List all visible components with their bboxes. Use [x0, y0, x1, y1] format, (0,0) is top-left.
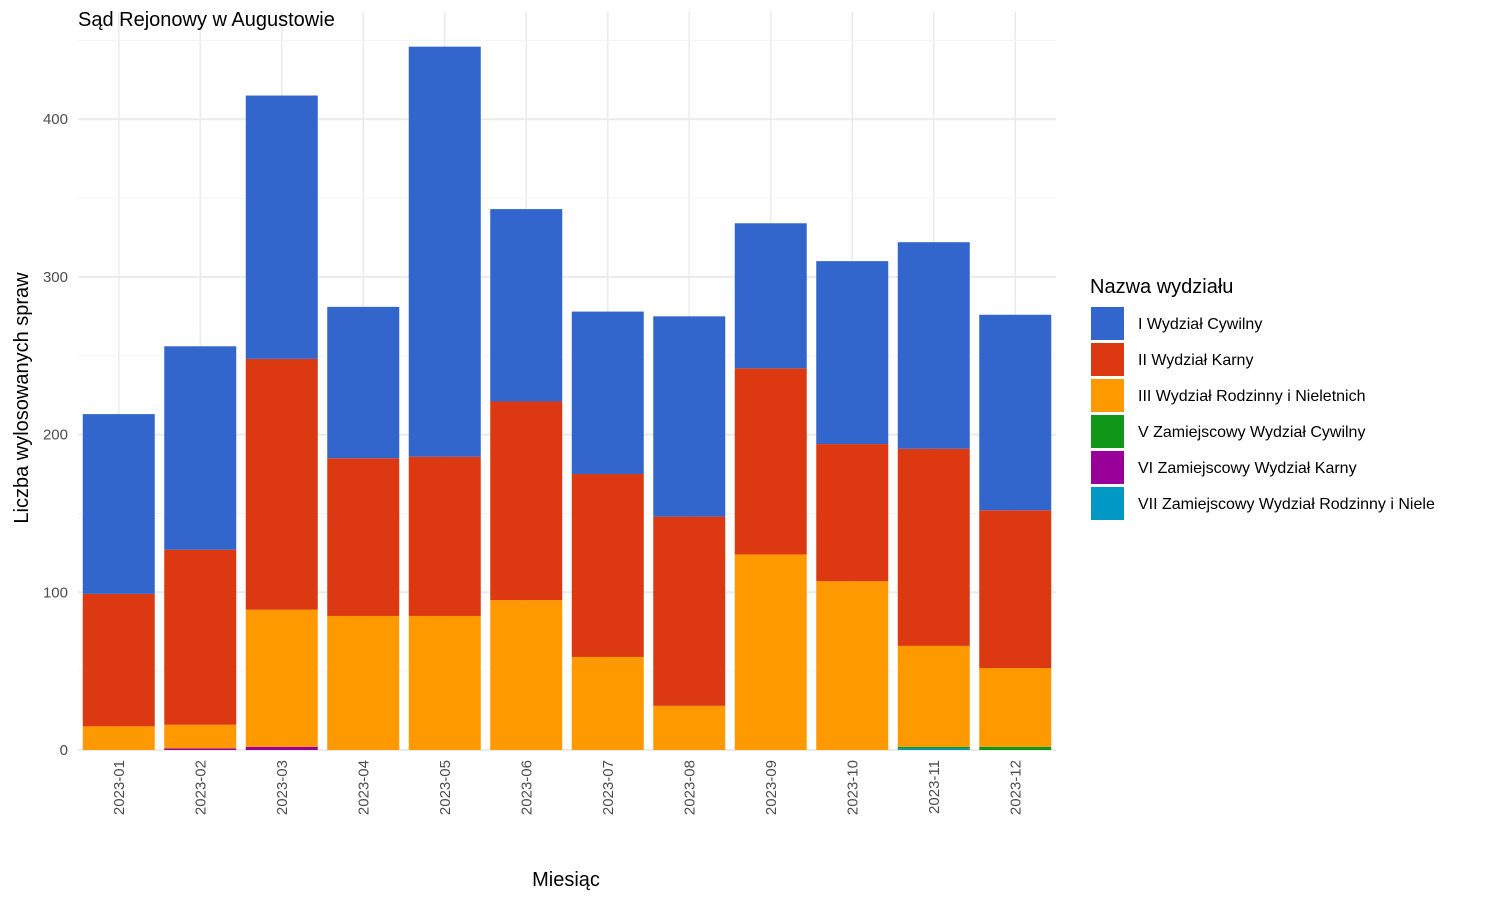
bar-segment: [653, 705, 726, 750]
x-axis-ticks: 2023-01 2023-02 2023-03 2023-04 2023-05 2023-…: [111, 760, 1025, 815]
bar-segment: [164, 748, 237, 750]
bar-segment: [653, 516, 726, 706]
bar-segment: [245, 95, 318, 359]
bar-segment: [816, 581, 889, 750]
bar-segment: [816, 261, 889, 445]
y-tick-label: 100: [43, 584, 68, 601]
legend-swatch: [1091, 451, 1124, 484]
bar-segment: [245, 746, 318, 750]
bar-segment: [327, 615, 400, 750]
bar-segment: [82, 414, 155, 594]
x-tick-label: 2023-05: [437, 760, 454, 815]
bar-segment: [734, 368, 807, 555]
x-tick-label: 2023-02: [192, 760, 209, 815]
legend-label: I Wydział Cywilny: [1138, 316, 1262, 333]
legend-title: Nazwa wydziału: [1090, 276, 1233, 298]
y-tick-label: 400: [43, 111, 68, 128]
x-tick-label: 2023-09: [763, 760, 780, 815]
bar-segment: [327, 458, 400, 616]
bar-segment: [897, 448, 970, 646]
bar-segment: [571, 656, 644, 750]
bar-segment: [979, 314, 1052, 511]
bar-segment: [897, 746, 970, 749]
chart-title: Sąd Rejonowy w Augustowie: [78, 9, 335, 31]
legend-label: III Wydział Rodzinny i Nieletnich: [1138, 388, 1366, 405]
x-tick-label: 2023-12: [1007, 760, 1024, 815]
legend-swatch: [1091, 379, 1124, 412]
bar-segment: [571, 474, 644, 657]
x-tick-label: 2023-10: [844, 760, 861, 815]
bar-segment: [979, 746, 1052, 750]
bar-segment: [653, 316, 726, 517]
bar-segment: [327, 306, 400, 459]
y-axis-title: Liczba wylosowanych spraw: [11, 272, 33, 524]
bar-segment: [408, 456, 481, 616]
bar-segment: [734, 223, 807, 369]
grid: [78, 12, 1056, 751]
y-axis-ticks: 0 100 200 300 400: [43, 111, 68, 759]
bar-segment: [490, 401, 563, 601]
x-tick-label: 2023-03: [274, 760, 291, 815]
y-tick-label: 200: [43, 427, 68, 444]
legend: Nazwa wydziału I Wydział Cywilny II Wydzi…: [1090, 276, 1435, 520]
bar-segment: [245, 609, 318, 747]
bar-segment: [734, 554, 807, 750]
bars: [82, 46, 1052, 750]
bar-segment: [245, 358, 318, 610]
x-tick-label: 2023-06: [518, 760, 535, 815]
x-tick-label: 2023-11: [926, 760, 943, 814]
legend-label: VII Zamiejscowy Wydział Rodzinny i Niele: [1138, 496, 1435, 513]
bar-segment: [897, 645, 970, 747]
legend-swatch: [1091, 307, 1124, 340]
bar-segment: [979, 510, 1052, 668]
bar-segment: [490, 600, 563, 750]
legend-swatch: [1091, 415, 1124, 448]
bar-segment: [82, 726, 155, 750]
bar-segment: [897, 242, 970, 449]
x-tick-label: 2023-08: [681, 760, 698, 815]
x-axis-title: Miesiąc: [532, 869, 600, 891]
legend-label: V Zamiejscowy Wydział Cywilny: [1138, 424, 1365, 441]
legend-label: II Wydział Karny: [1138, 352, 1253, 369]
bar-segment: [82, 593, 155, 727]
legend-swatch: [1091, 487, 1124, 520]
bar-segment: [408, 615, 481, 750]
x-tick-label: 2023-04: [355, 760, 372, 815]
bar-segment: [897, 748, 970, 750]
bar-segment: [408, 46, 481, 457]
legend-swatch: [1091, 343, 1124, 376]
bar-segment: [979, 667, 1052, 747]
bar-segment: [164, 346, 237, 550]
x-tick-label: 2023-01: [111, 760, 128, 815]
legend-label: VI Zamiejscowy Wydział Karny: [1138, 460, 1357, 477]
x-tick-label: 2023-07: [600, 760, 617, 815]
bar-segment: [164, 724, 237, 749]
bar-segment: [164, 549, 237, 725]
bar-segment: [490, 209, 563, 402]
y-tick-label: 300: [43, 269, 68, 286]
y-tick-label: 0: [60, 742, 68, 759]
bar-segment: [816, 444, 889, 582]
bar-segment: [571, 311, 644, 475]
